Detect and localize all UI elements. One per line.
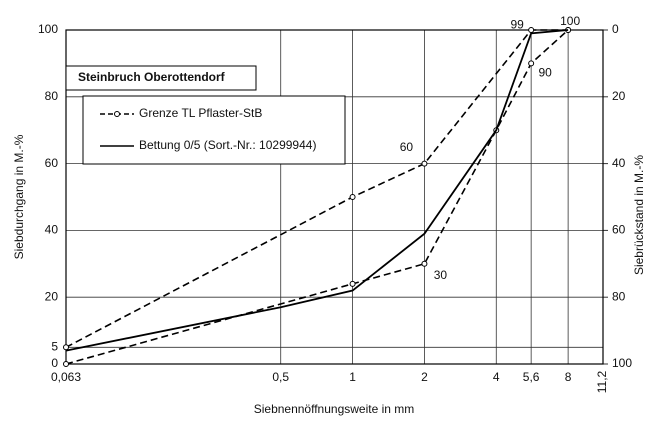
y-tick-label: 40 xyxy=(45,223,59,237)
marker xyxy=(421,260,428,267)
annotation: 99 xyxy=(510,18,524,32)
marker xyxy=(63,361,69,367)
marker xyxy=(349,194,356,200)
x-tick-label: 8 xyxy=(565,370,572,384)
x-tick-label: 2 xyxy=(421,370,428,384)
series-line xyxy=(65,29,569,352)
marker xyxy=(528,60,535,67)
legend-marker xyxy=(114,111,120,117)
y-tick-label: 100 xyxy=(38,22,58,36)
x-tick-label: 5,6 xyxy=(523,370,540,384)
marker xyxy=(528,27,535,33)
box-title: Steinbruch Oberottendorf xyxy=(78,70,226,84)
marker xyxy=(421,160,428,167)
y2-axis-label: Siebrückstand in M.-% xyxy=(632,155,646,275)
y2-tick-label: 80 xyxy=(612,289,626,303)
y-axis-label: Siebdurchgang in M.-% xyxy=(12,134,26,259)
x-tick-label: 0,063 xyxy=(51,370,81,384)
y-tick-label: 80 xyxy=(45,89,59,103)
x-tick-label: 0,5 xyxy=(272,370,289,384)
y-tick-label: 0 xyxy=(51,356,58,370)
x-tick-label: 4 xyxy=(493,370,500,384)
plot-frame xyxy=(65,29,604,365)
x-tick-label: 11,2 xyxy=(595,370,609,393)
y-tick-label: 60 xyxy=(45,156,59,170)
series-line xyxy=(65,29,569,365)
annotation: 90 xyxy=(538,66,552,80)
annotation: 60 xyxy=(400,140,414,154)
y2-tick-label: 40 xyxy=(612,156,626,170)
legend xyxy=(82,95,346,165)
x-axis-label: Siebnennöffnungsweite in mm xyxy=(254,402,415,416)
y-tick-label: 5 xyxy=(51,339,58,353)
legend-label: Bettung 0/5 (Sort.-Nr.: 10299944) xyxy=(139,138,316,152)
y-tick-label: 20 xyxy=(45,289,59,303)
annotation: 30 xyxy=(434,268,448,282)
title-box xyxy=(65,65,257,91)
x-tick-label: 1 xyxy=(349,370,356,384)
y2-tick-label: 20 xyxy=(612,89,626,103)
y2-tick-label: 100 xyxy=(612,356,632,370)
y2-tick-label: 60 xyxy=(612,223,626,237)
marker xyxy=(63,344,69,351)
annotation: 100 xyxy=(560,14,580,28)
marker xyxy=(349,280,356,287)
y2-tick-label: 0 xyxy=(612,22,619,36)
legend-label: Grenze TL Pflaster-StB xyxy=(139,106,262,120)
